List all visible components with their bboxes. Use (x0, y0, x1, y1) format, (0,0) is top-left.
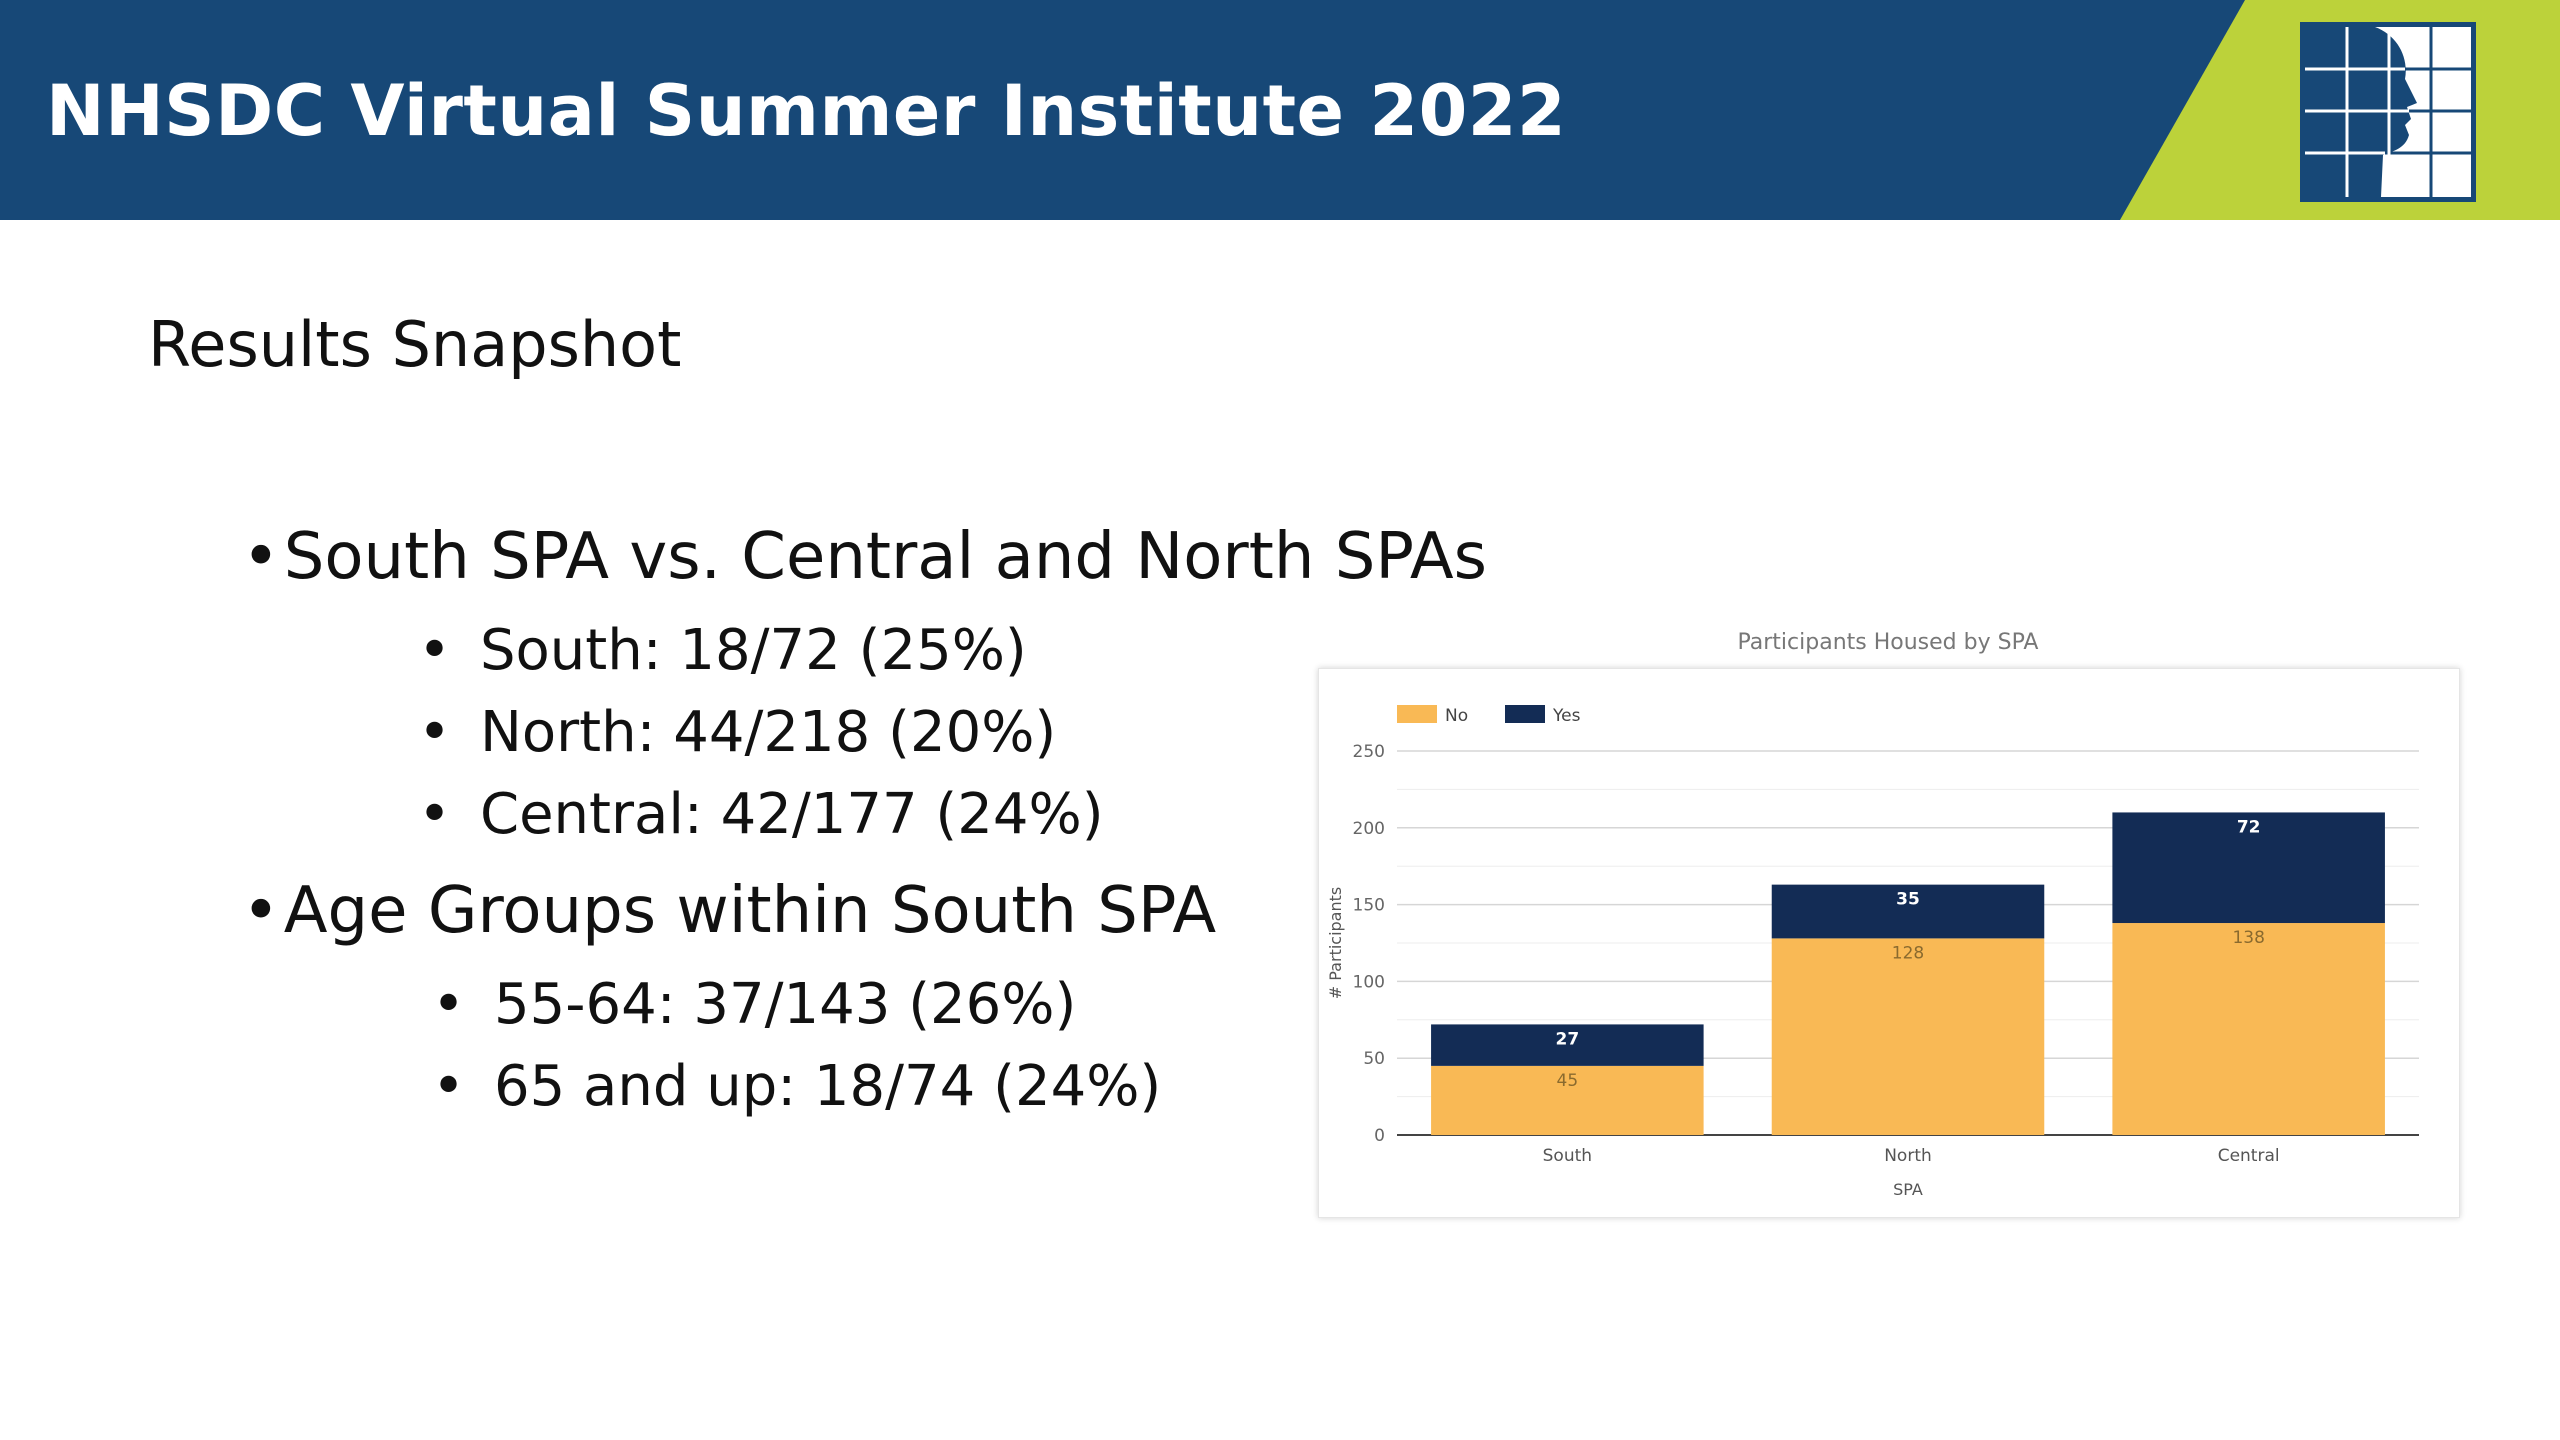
data-label: 128 (1892, 943, 1924, 963)
legend-swatch-no (1397, 705, 1437, 723)
list-item-text: 65 and up: 18/74 (24%) (494, 1054, 1162, 1119)
face-grid-logo-icon (2300, 22, 2476, 202)
y-tick-label: 150 (1353, 896, 1385, 916)
list-item: • Central: 42/177 (24%) (418, 782, 1104, 847)
data-label: 35 (1896, 890, 1920, 910)
bullet-heading-text: Age Groups within South SPA (283, 874, 1217, 948)
x-tick-label: South (1543, 1146, 1592, 1166)
chart-title: Participants Housed by SPA (1737, 630, 2039, 655)
bar-yes-north (1771, 884, 2045, 939)
slide-title: Results Snapshot (148, 308, 682, 381)
list-item: • South: 18/72 (25%) (418, 618, 1027, 683)
list-item: • North: 44/218 (20%) (418, 700, 1057, 765)
page-title: NHSDC Virtual Summer Institute 2022 (46, 70, 1567, 152)
legend-label: Yes (1552, 706, 1581, 726)
chart-panel: 0 50 100 150 200 250 45 27 South 128 35 North 138 72 C… (1318, 668, 2460, 1218)
list-item-text: Central: 42/177 (24%) (480, 782, 1104, 847)
legend-label: No (1445, 706, 1468, 726)
y-tick-label: 250 (1353, 742, 1385, 762)
x-tick-label: Central (2218, 1146, 2280, 1166)
data-label: 27 (1555, 1029, 1579, 1049)
bar-yes-central (2112, 812, 2385, 924)
bar-no-south (1431, 1065, 1704, 1135)
stacked-bar-chart: 0 50 100 150 200 250 45 27 South 128 35 North 138 72 C… (1326, 705, 2419, 1199)
x-axis-title: SPA (1893, 1180, 1923, 1199)
data-label: 72 (2237, 817, 2261, 837)
x-tick-label: North (1884, 1146, 1932, 1166)
bullet-heading-text: South SPA vs. Central and North SPAs (283, 520, 1487, 594)
y-axis-title: # Participants (1326, 887, 1345, 999)
data-label: 45 (1557, 1071, 1579, 1091)
data-label: 138 (2232, 928, 2264, 948)
bar-no-north (1771, 938, 2045, 1135)
list-item: • 65 and up: 18/74 (24%) (432, 1054, 1162, 1119)
bullet-heading: •Age Groups within South SPA (242, 874, 1217, 948)
bullet-heading: •South SPA vs. Central and North SPAs (242, 520, 1487, 594)
list-item-text: North: 44/218 (20%) (480, 700, 1057, 765)
header-banner (0, 0, 2560, 220)
y-tick-label: 200 (1353, 819, 1385, 839)
bar-no-central (2112, 923, 2385, 1135)
list-item: • 55-64: 37/143 (26%) (432, 972, 1077, 1037)
y-tick-label: 100 (1353, 972, 1385, 992)
list-item-text: South: 18/72 (25%) (480, 618, 1027, 683)
y-tick-label: 0 (1374, 1126, 1385, 1146)
bar-yes-south (1431, 1024, 1704, 1066)
y-tick-label: 50 (1363, 1049, 1385, 1069)
list-item-text: 55-64: 37/143 (26%) (494, 972, 1077, 1037)
logo-graphic (2305, 27, 2471, 197)
legend-swatch-yes (1505, 705, 1545, 723)
